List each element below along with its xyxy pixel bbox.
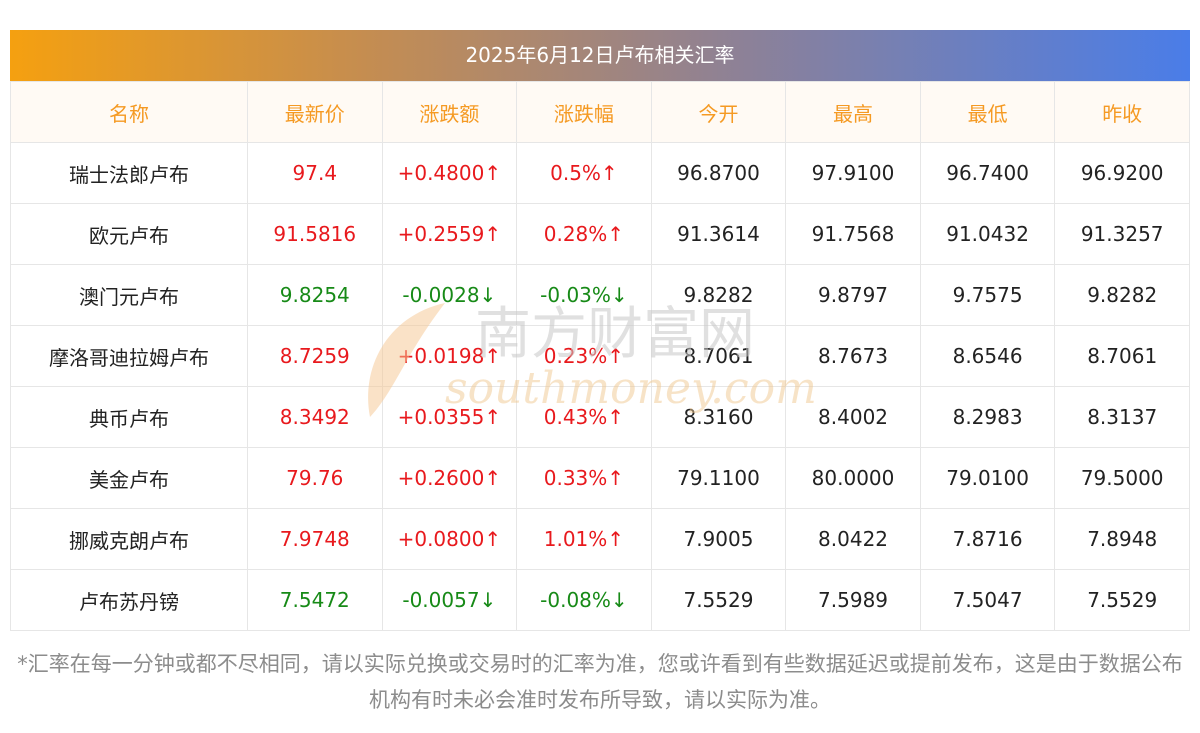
change-percent: 0.43%↑ [516,386,652,448]
low-price: 79.0100 [919,447,1056,509]
header-name: 名称 [10,81,248,143]
latest-price: 8.7259 [247,325,383,387]
header-row: 名称 最新价 涨跌额 涨跌幅 今开 最高 最低 昨收 [10,81,1190,143]
currency-name: 典币卢布 [10,386,248,448]
high-price: 80.0000 [785,447,921,509]
header-latest: 最新价 [247,81,383,143]
table-row: 美金卢布 79.76 +0.2600↑ 0.33%↑ 79.1100 80.0000 79.… [10,447,1190,509]
currency-name: 澳门元卢布 [10,264,248,326]
latest-price: 8.3492 [247,386,383,448]
prev-close-price: 91.3257 [1054,203,1190,265]
low-price: 91.0432 [919,203,1056,265]
prev-close-price: 8.3137 [1054,386,1190,448]
latest-price: 97.4 [247,142,383,204]
prev-close-price: 79.5000 [1054,447,1190,509]
header-high: 最高 [785,81,921,143]
exchange-rate-table: 名称 最新价 涨跌额 涨跌幅 今开 最高 最低 昨收 瑞士法郎卢布 97.4 +0.… [10,81,1190,631]
currency-name: 挪威克朗卢布 [10,508,248,570]
table-row: 卢布苏丹镑 7.5472 -0.0057↓ -0.08%↓ 7.5529 7.5989 7.… [10,569,1190,631]
latest-price: 9.8254 [247,264,383,326]
high-price: 8.4002 [785,386,921,448]
table-row: 典币卢布 8.3492 +0.0355↑ 0.43%↑ 8.3160 8.4002 8.29… [10,386,1190,448]
header-open: 今开 [650,81,787,143]
currency-name: 摩洛哥迪拉姆卢布 [10,325,248,387]
change-percent: 0.33%↑ [516,447,652,509]
change-percent: 0.28%↑ [516,203,652,265]
change-percent: -0.08%↓ [516,569,652,631]
high-price: 97.9100 [785,142,921,204]
open-price: 91.3614 [650,203,787,265]
change-amount: +0.4800↑ [381,142,518,204]
latest-price: 7.9748 [247,508,383,570]
open-price: 8.7061 [650,325,787,387]
change-amount: +0.2600↑ [381,447,518,509]
latest-price: 91.5816 [247,203,383,265]
high-price: 9.8797 [785,264,921,326]
change-percent: 0.5%↑ [516,142,652,204]
prev-close-price: 96.9200 [1054,142,1190,204]
change-amount: +0.0800↑ [381,508,518,570]
header-low: 最低 [919,81,1056,143]
open-price: 9.8282 [650,264,787,326]
open-price: 8.3160 [650,386,787,448]
open-price: 79.1100 [650,447,787,509]
currency-name: 美金卢布 [10,447,248,509]
change-percent: 0.23%↑ [516,325,652,387]
table-row: 摩洛哥迪拉姆卢布 8.7259 +0.0198↑ 0.23%↑ 8.7061 8.7673… [10,325,1190,387]
currency-name: 瑞士法郎卢布 [10,142,248,204]
prev-close-price: 7.8948 [1054,508,1190,570]
change-amount: +0.0198↑ [381,325,518,387]
change-percent: -0.03%↓ [516,264,652,326]
disclaimer-footnote: *汇率在每一分钟或都不尽相同，请以实际兑换或交易时的汇率为准，您或许看到有些数据… [17,652,1183,712]
table-row: 瑞士法郎卢布 97.4 +0.4800↑ 0.5%↑ 96.8700 97.9100 96.… [10,142,1190,204]
latest-price: 79.76 [247,447,383,509]
prev-close-price: 7.5529 [1054,569,1190,631]
header-prev-close: 昨收 [1054,81,1190,143]
currency-name: 欧元卢布 [10,203,248,265]
open-price: 96.8700 [650,142,787,204]
low-price: 7.5047 [919,569,1056,631]
change-amount: -0.0028↓ [381,264,518,326]
header-change-pct: 涨跌幅 [516,81,652,143]
header-change: 涨跌额 [381,81,518,143]
change-amount: -0.0057↓ [381,569,518,631]
high-price: 8.7673 [785,325,921,387]
table-row: 挪威克朗卢布 7.9748 +0.0800↑ 1.01%↑ 7.9005 8.0422 7.… [10,508,1190,570]
prev-close-price: 9.8282 [1054,264,1190,326]
low-price: 8.2983 [919,386,1056,448]
currency-name: 卢布苏丹镑 [10,569,248,631]
prev-close-price: 8.7061 [1054,325,1190,387]
low-price: 9.7575 [919,264,1056,326]
low-price: 7.8716 [919,508,1056,570]
change-percent: 1.01%↑ [516,508,652,570]
change-amount: +0.2559↑ [381,203,518,265]
low-price: 8.6546 [919,325,1056,387]
high-price: 91.7568 [785,203,921,265]
open-price: 7.5529 [650,569,787,631]
latest-price: 7.5472 [247,569,383,631]
rate-table-container: 2025年6月12日卢布相关汇率 名称 最新价 涨跌额 涨跌幅 今开 最高 最低… [10,30,1190,631]
open-price: 7.9005 [650,508,787,570]
table-row: 澳门元卢布 9.8254 -0.0028↓ -0.03%↓ 9.8282 9.8797 9.… [10,264,1190,326]
table-row: 欧元卢布 91.5816 +0.2559↑ 0.28%↑ 91.3614 91.7568 9… [10,203,1190,265]
high-price: 7.5989 [785,569,921,631]
high-price: 8.0422 [785,508,921,570]
table-title: 2025年6月12日卢布相关汇率 [10,30,1190,81]
low-price: 96.7400 [919,142,1056,204]
change-amount: +0.0355↑ [381,386,518,448]
